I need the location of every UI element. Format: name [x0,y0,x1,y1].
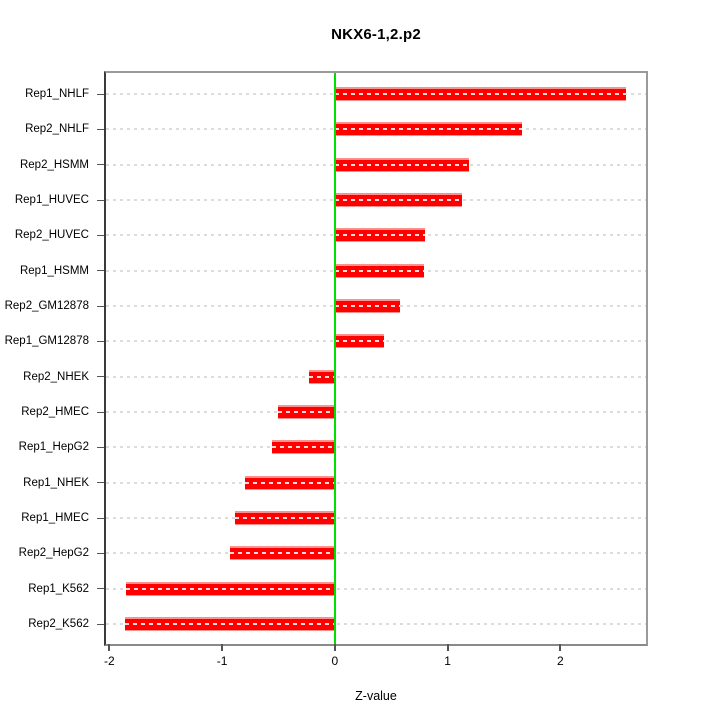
y-axis-tick [97,552,104,554]
x-axis-tick [559,644,562,651]
bar [334,263,424,278]
y-axis-tick [97,482,104,484]
y-axis-tick [97,93,104,95]
y-axis-tick [97,623,104,625]
bar [334,334,385,349]
bar [244,475,336,490]
category-label: Rep2_K562 [28,618,89,630]
bar [234,511,336,525]
y-axis-tick [97,305,104,307]
category-label: Rep2_HSMM [19,158,89,171]
bar [278,405,336,419]
x-axis-tick-label: 2 [556,654,564,668]
y-axis-tick [97,411,104,413]
category-label: Rep1_GM12878 [4,335,89,348]
bar [230,546,335,561]
bar [334,193,463,207]
y-axis-tick [97,517,104,519]
row-gridline [106,411,646,413]
category-label: Rep1_K562 [28,582,89,595]
category-label: Rep1_HSMM [19,264,89,277]
bar [334,228,426,243]
x-axis-tick [221,644,224,651]
zero-reference-line [333,73,336,644]
category-label: Rep2_GM12878 [4,300,89,312]
x-axis-tick-label: 0 [331,654,339,668]
bar [334,87,626,101]
category-label: Rep2_HMEC [21,406,89,418]
bar [126,581,335,596]
category-label: Rep1_NHEK [23,476,89,489]
category-label: Rep1_HUVEC [14,194,89,206]
x-axis-tick [446,644,449,651]
y-axis-tick [97,128,104,130]
category-label: Rep1_HepG2 [18,441,89,454]
row-gridline [106,552,646,555]
category-label: Rep1_HMEC [21,512,89,524]
bar [334,299,401,313]
y-axis-tick [97,234,104,236]
y-axis-tick [97,270,104,272]
row-gridline [106,375,646,378]
bar [125,617,335,631]
row-gridline [106,481,646,484]
y-axis-tick [97,588,104,590]
category-label: Rep2_HUVEC [14,229,89,242]
bar [334,157,470,172]
category-label: Rep2_NHEK [23,370,89,383]
y-axis-tick [97,164,104,166]
category-label: Rep2_NHLF [25,123,89,136]
y-axis-tick [97,376,104,378]
row-gridline [106,446,646,449]
x-axis-tick [333,644,336,651]
category-label: Rep2_HepG2 [18,547,89,560]
x-axis-tick [108,644,111,651]
bar [334,122,523,137]
y-axis-tick [97,340,104,342]
x-axis-tick-label: 1 [444,654,451,668]
row-gridline [106,517,646,519]
y-axis-tick [97,446,104,448]
plot-area: Rep1_NHLF Rep2_NHLF Rep2_HSMM Rep1_HUVEC Rep… [5,71,648,668]
y-axis-tick [97,199,104,201]
bar [308,369,335,384]
bar [271,440,335,455]
category-label: Rep1_NHLF [25,88,89,100]
x-axis-tick-label: -2 [104,654,115,668]
row-gridline [106,623,646,625]
x-axis-label: Z-value [355,689,397,703]
row-gridline [106,587,646,590]
x-axis-tick-label: -1 [216,654,228,668]
chart-title: NKX6-1,2.p2 [331,26,421,43]
